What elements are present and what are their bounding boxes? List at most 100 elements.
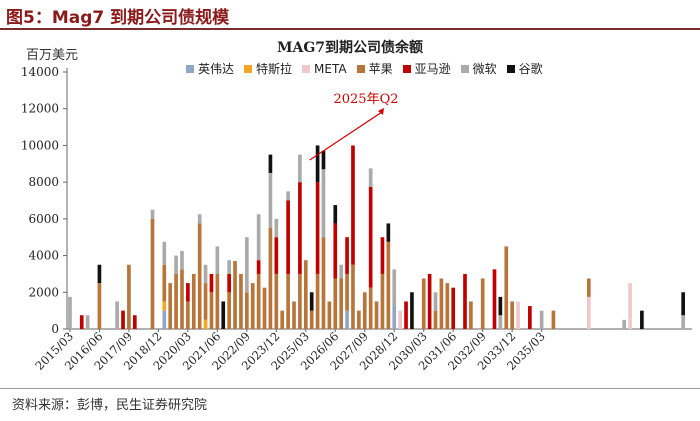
legend-label-tesla: 特斯拉 xyxy=(256,62,293,76)
bar-segment-3 xyxy=(245,292,249,329)
bar-segment-5 xyxy=(215,246,220,274)
legend-swatch-apple xyxy=(356,64,365,73)
y-tick-label: 2000 xyxy=(28,285,59,299)
bar-segment-4 xyxy=(427,273,432,329)
bar-segment-3 xyxy=(504,246,509,329)
legend-item-nvidia: 英伟达 xyxy=(186,60,234,77)
legend-item-tesla: 特斯拉 xyxy=(244,60,292,77)
bar-segment-4 xyxy=(368,186,373,288)
legend-item-amazon: 亚马逊 xyxy=(402,60,451,77)
bar-segment-3 xyxy=(97,283,102,329)
bar-segment-2 xyxy=(586,296,591,330)
bar-segment-3 xyxy=(174,273,178,329)
bar-segment-4 xyxy=(121,310,125,329)
bar-segment-2 xyxy=(516,301,520,329)
bar-segment-3 xyxy=(298,273,302,329)
annotation-arrowhead xyxy=(378,108,384,115)
bar-segment-3 xyxy=(480,278,485,329)
bar-segment-3 xyxy=(368,287,373,329)
bar-segment-4 xyxy=(404,301,408,329)
bar-segment-5 xyxy=(245,237,249,293)
chart-legend: 英伟达 特斯拉 META 苹果 亚马逊 微软 谷歌 xyxy=(186,60,543,77)
bar-segment-5 xyxy=(227,260,231,274)
bar-segment-3 xyxy=(327,301,332,329)
bar-segment-3 xyxy=(191,273,196,329)
legend-item-apple: 苹果 xyxy=(356,60,393,77)
bar-segment-6 xyxy=(681,292,685,316)
bar-segment-3 xyxy=(280,310,285,329)
bar-segment-4 xyxy=(79,315,84,329)
bar-segment-4 xyxy=(345,237,349,274)
bar-segment-3 xyxy=(339,278,344,329)
bar-segment-5 xyxy=(539,310,544,329)
legend-label-nvidia: 英伟达 xyxy=(198,62,235,76)
bar-segment-5 xyxy=(368,168,373,187)
bar-segment-6 xyxy=(309,292,314,311)
bar-segment-5 xyxy=(681,315,685,329)
bar-segment-3 xyxy=(433,310,438,329)
legend-swatch-tesla xyxy=(244,64,253,73)
y-tick-label: 10000 xyxy=(21,138,59,152)
footer-divider xyxy=(0,388,700,389)
source-note: 资料来源：彭博，民生证券研究院 xyxy=(12,398,208,413)
bar-segment-3 xyxy=(380,273,385,329)
bar-segment-3 xyxy=(262,287,267,329)
legend-label-meta: META xyxy=(314,61,347,76)
report-header: 图5：Mag7 到期公司债规模 xyxy=(0,0,700,30)
y-tick-label: 8000 xyxy=(28,175,59,189)
bar-segment-5 xyxy=(85,315,90,329)
bar-segment-5 xyxy=(115,301,119,329)
bar-segment-3 xyxy=(168,283,173,329)
bar-segment-3 xyxy=(268,228,273,329)
chart-title: MAG7到期公司债余额 xyxy=(276,40,424,56)
bar-segment-3 xyxy=(215,273,220,329)
bar-segment-5 xyxy=(150,209,155,219)
bar-segment-3 xyxy=(286,273,290,329)
bar-segment-5 xyxy=(286,191,290,201)
bar-segment-4 xyxy=(256,260,261,274)
bar-segment-6 xyxy=(315,145,320,183)
bar-segment-4 xyxy=(315,182,320,274)
bar-segment-3 xyxy=(197,223,202,329)
bar-segment-5 xyxy=(339,264,344,279)
bar-segment-3 xyxy=(586,278,591,297)
bar-segment-5 xyxy=(498,315,503,329)
bar-segment-4 xyxy=(333,223,338,279)
bar-segment-3 xyxy=(469,301,473,329)
legend-swatch-google xyxy=(506,64,515,73)
bar-segment-3 xyxy=(362,292,367,329)
bar-segment-5 xyxy=(162,241,167,265)
annotation-label: 2025年Q2 xyxy=(333,92,398,107)
y-tick-label: 4000 xyxy=(28,249,59,263)
bar-segment-0 xyxy=(162,310,167,329)
bar-segment-3 xyxy=(233,261,237,329)
bar-segment-6 xyxy=(268,154,273,173)
y-tick-label: 14000 xyxy=(21,65,59,79)
bar-segment-5 xyxy=(321,169,326,238)
bar-segment-4 xyxy=(132,315,137,329)
bar-segment-3 xyxy=(250,283,255,329)
bar-segment-4 xyxy=(528,306,532,329)
bar-segment-3 xyxy=(162,264,167,302)
bar-segment-4 xyxy=(451,287,456,329)
bar-segment-3 xyxy=(303,260,308,329)
bar-segment-3 xyxy=(321,237,326,329)
y-tick-label: 6000 xyxy=(28,212,59,226)
bar-segment-0 xyxy=(345,310,349,329)
y-axis-unit-label: 百万美元 xyxy=(26,48,79,63)
legend-label-amazon: 亚马逊 xyxy=(414,62,451,76)
bar-segment-3 xyxy=(239,273,243,329)
bar-segment-2 xyxy=(398,310,402,329)
bar-segment-4 xyxy=(492,269,497,329)
bar-segment-5 xyxy=(68,296,72,330)
bar-segment-5 xyxy=(392,269,397,307)
legend-item-meta: META xyxy=(302,60,347,77)
bar-segment-3 xyxy=(510,301,514,329)
bar-segment-1 xyxy=(162,301,167,311)
bar-segment-5 xyxy=(256,214,261,261)
bar-segment-3 xyxy=(345,273,349,311)
bar-segment-3 xyxy=(127,264,131,329)
bar-segment-3 xyxy=(186,301,190,329)
bar-segment-5 xyxy=(433,292,438,311)
